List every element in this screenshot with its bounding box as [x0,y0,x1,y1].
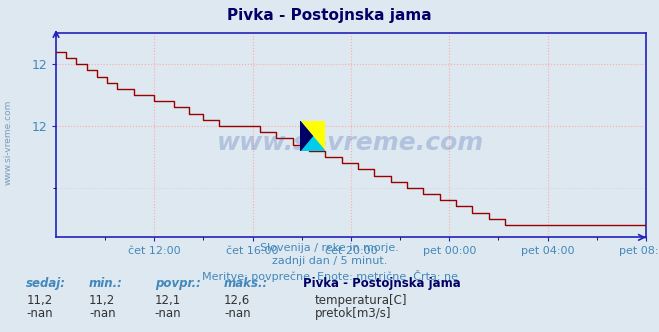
Text: maks.:: maks.: [224,277,268,290]
Polygon shape [300,121,325,151]
Text: -nan: -nan [89,307,115,320]
Text: www.si-vreme.com: www.si-vreme.com [217,131,484,155]
Text: -nan: -nan [224,307,250,320]
Text: www.si-vreme.com: www.si-vreme.com [3,100,13,186]
Text: sedaj:: sedaj: [26,277,67,290]
Polygon shape [300,121,312,151]
Text: pretok[m3/s]: pretok[m3/s] [315,307,391,320]
Text: -nan: -nan [26,307,53,320]
Text: 11,2: 11,2 [26,294,53,307]
Text: 12,6: 12,6 [224,294,250,307]
Text: Meritve: povprečne  Enote: metrične  Črta: ne: Meritve: povprečne Enote: metrične Črta:… [202,270,457,282]
Text: Pivka - Postojnska jama: Pivka - Postojnska jama [227,8,432,23]
Text: Pivka - Postojnska jama: Pivka - Postojnska jama [303,277,461,290]
Text: 11,2: 11,2 [89,294,115,307]
Text: povpr.:: povpr.: [155,277,201,290]
Text: -nan: -nan [155,307,181,320]
Polygon shape [300,121,325,151]
Text: temperatura[C]: temperatura[C] [315,294,407,307]
Text: min.:: min.: [89,277,123,290]
Text: Slovenija / reke in morje.: Slovenija / reke in morje. [260,243,399,253]
Text: 12,1: 12,1 [155,294,181,307]
Text: zadnji dan / 5 minut.: zadnji dan / 5 minut. [272,256,387,266]
